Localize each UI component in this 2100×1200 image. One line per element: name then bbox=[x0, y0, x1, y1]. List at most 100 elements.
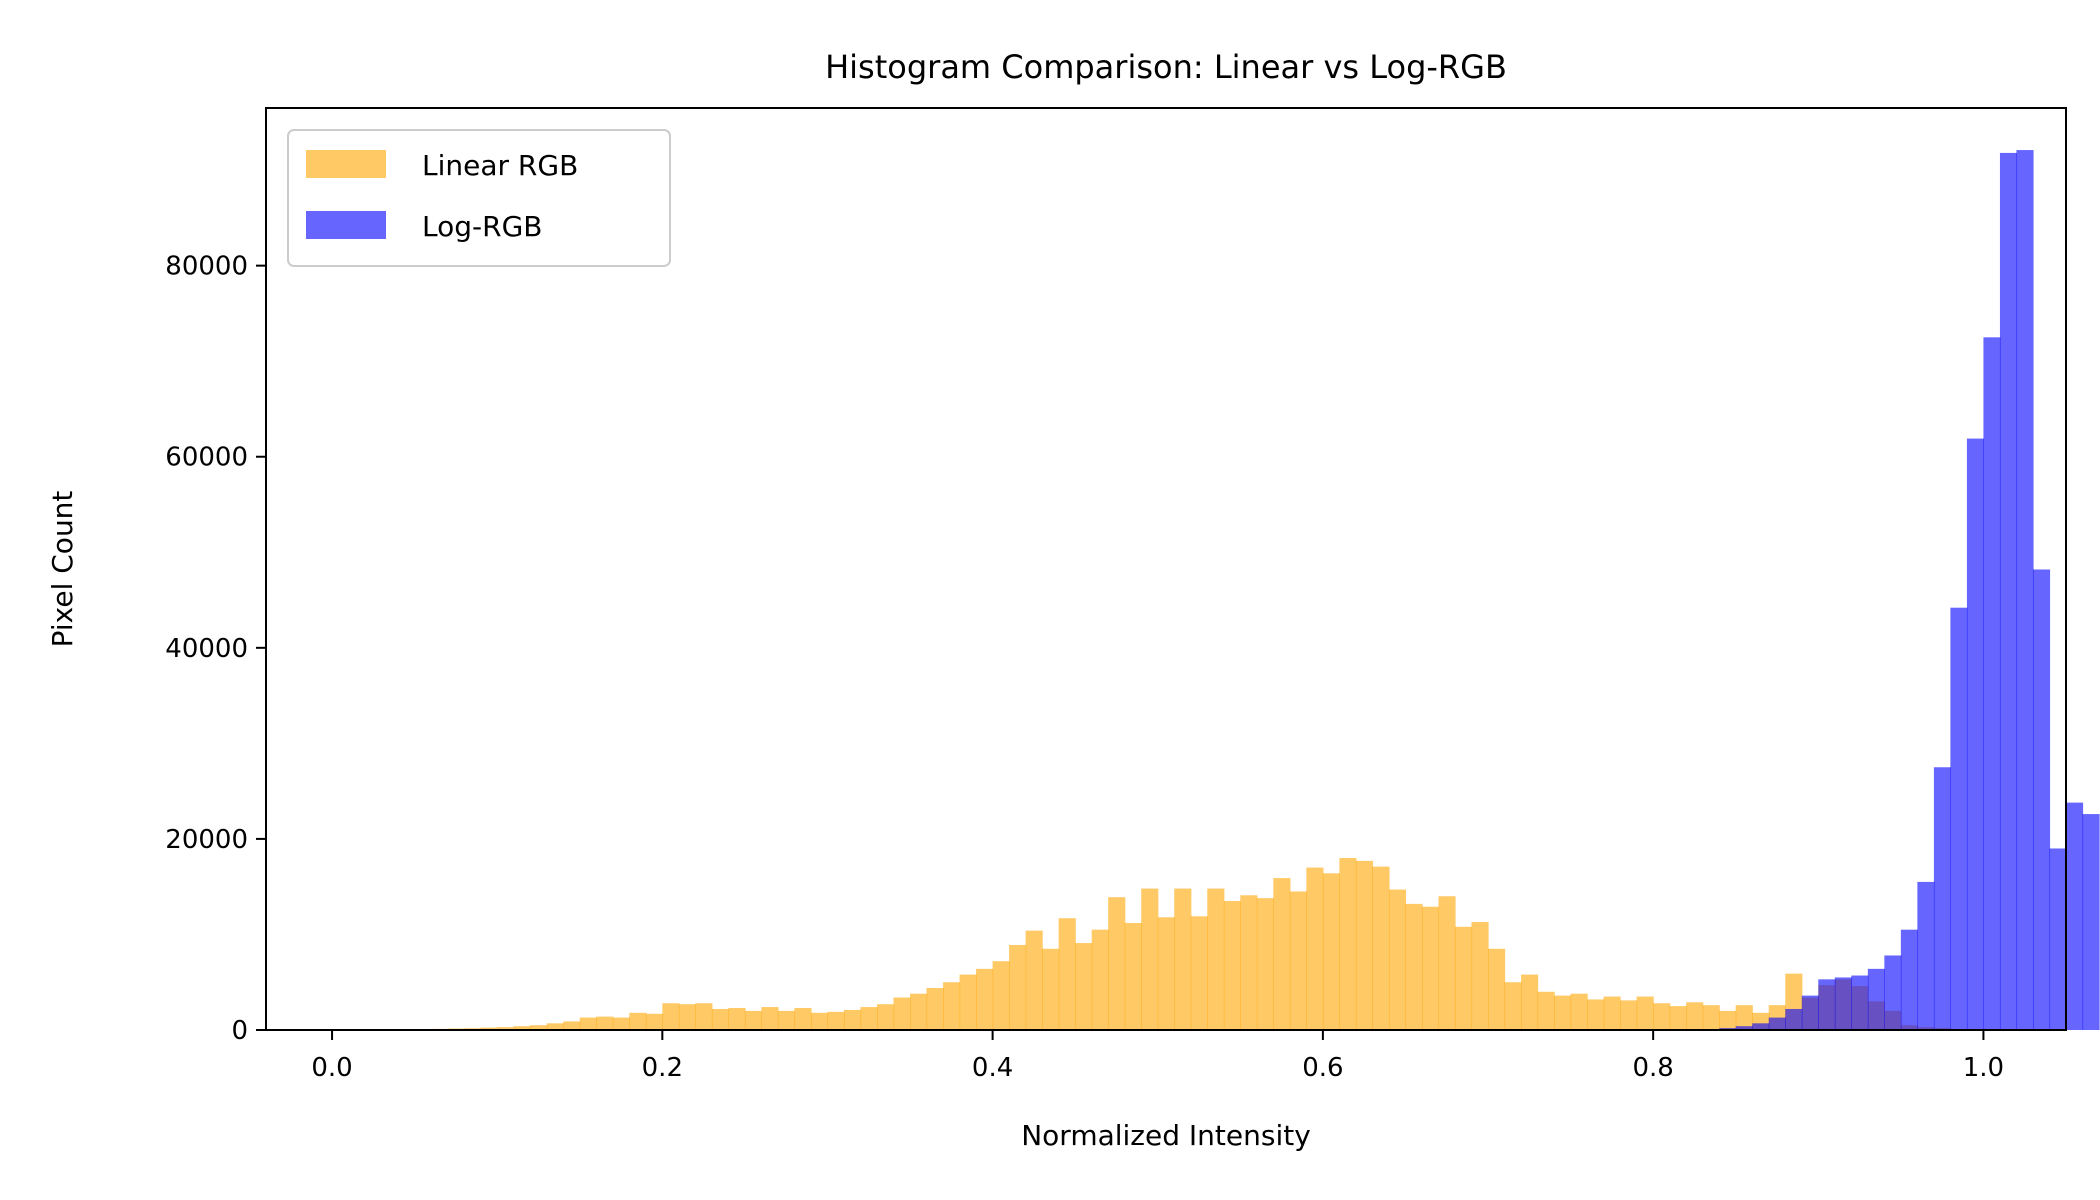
bar-linear-rgb bbox=[860, 1007, 878, 1030]
bar-linear-rgb bbox=[910, 993, 928, 1030]
bar-linear-rgb bbox=[1322, 873, 1340, 1030]
bar-log-rgb bbox=[2049, 848, 2067, 1030]
bar-linear-rgb bbox=[1141, 888, 1159, 1030]
x-tick-label: 0.0 bbox=[311, 1053, 352, 1083]
bar-linear-rgb bbox=[893, 997, 911, 1030]
bar-linear-rgb bbox=[1653, 1003, 1671, 1030]
bar-linear-rgb bbox=[761, 1007, 779, 1030]
bar-linear-rgb bbox=[1620, 1000, 1638, 1030]
bar-log-rgb bbox=[1752, 1023, 1770, 1030]
bar-log-rgb bbox=[1884, 955, 1902, 1030]
bar-linear-rgb bbox=[711, 1008, 729, 1030]
bar-log-rgb bbox=[1999, 152, 2018, 1030]
bar-linear-rgb bbox=[1570, 993, 1588, 1030]
legend-label-linear-rgb: Linear RGB bbox=[422, 149, 578, 182]
bar-log-rgb bbox=[2066, 802, 2084, 1030]
bar-linear-rgb bbox=[1339, 858, 1357, 1030]
bar-log-rgb bbox=[2082, 814, 2100, 1030]
bar-linear-rgb bbox=[1042, 948, 1060, 1030]
bar-linear-rgb bbox=[1669, 1006, 1687, 1030]
bar-log-rgb bbox=[1966, 438, 1985, 1031]
y-tick-label: 40000 bbox=[165, 634, 248, 664]
bar-linear-rgb bbox=[1256, 898, 1274, 1030]
y-tick-label: 80000 bbox=[165, 252, 248, 282]
x-tick-label: 0.8 bbox=[1632, 1053, 1673, 1083]
bar-linear-rgb bbox=[777, 1010, 796, 1030]
bar-linear-rgb bbox=[1719, 1010, 1737, 1030]
bar-linear-rgb bbox=[843, 1009, 862, 1030]
bar-linear-rgb bbox=[1091, 929, 1109, 1030]
bar-linear-rgb bbox=[513, 1026, 531, 1030]
bar-linear-rgb bbox=[563, 1021, 581, 1030]
bar-linear-rgb bbox=[810, 1012, 829, 1030]
series-log-rgb bbox=[1702, 150, 2100, 1031]
bar-linear-rgb bbox=[794, 1008, 812, 1030]
bar-linear-rgb bbox=[1174, 888, 1192, 1030]
bar-log-rgb bbox=[1735, 1026, 1753, 1030]
bar-linear-rgb bbox=[1025, 930, 1043, 1030]
y-axis-label: Pixel Count bbox=[46, 491, 79, 648]
bar-linear-rgb bbox=[1289, 891, 1307, 1030]
bar-linear-rgb bbox=[1223, 901, 1241, 1030]
bar-linear-rgb bbox=[728, 1008, 746, 1030]
x-tick-label: 0.6 bbox=[1302, 1053, 1343, 1083]
bar-linear-rgb bbox=[744, 1010, 763, 1030]
bar-log-rgb bbox=[1933, 767, 1951, 1030]
bar-linear-rgb bbox=[1388, 889, 1407, 1030]
bar-linear-rgb bbox=[1537, 991, 1555, 1030]
x-tick-label: 0.4 bbox=[972, 1053, 1013, 1083]
bar-linear-rgb bbox=[926, 987, 944, 1030]
bar-linear-rgb bbox=[1058, 918, 1076, 1030]
y-tick-label: 0 bbox=[231, 1016, 248, 1046]
bar-linear-rgb bbox=[629, 1012, 647, 1030]
bar-linear-rgb bbox=[1521, 974, 1539, 1030]
bar-log-rgb bbox=[1785, 1008, 1803, 1030]
bar-log-rgb bbox=[1900, 929, 1918, 1030]
legend-swatch-log-rgb bbox=[306, 211, 386, 239]
bar-log-rgb bbox=[1950, 607, 1968, 1030]
bar-linear-rgb bbox=[1190, 916, 1208, 1030]
bar-log-rgb bbox=[1867, 968, 1885, 1030]
bar-linear-rgb bbox=[1273, 878, 1291, 1030]
bar-log-rgb bbox=[1983, 337, 2001, 1030]
bar-linear-rgb bbox=[1372, 866, 1390, 1030]
bar-linear-rgb bbox=[530, 1025, 548, 1030]
bar-linear-rgb bbox=[1405, 903, 1423, 1030]
bar-linear-rgb bbox=[1421, 906, 1440, 1030]
bar-linear-rgb bbox=[1702, 1005, 1720, 1030]
bar-linear-rgb bbox=[1157, 917, 1175, 1030]
bar-linear-rgb bbox=[645, 1013, 663, 1030]
bar-linear-rgb bbox=[1207, 888, 1225, 1030]
bar-linear-rgb bbox=[877, 1004, 895, 1030]
bar-linear-rgb bbox=[1554, 995, 1572, 1030]
bar-log-rgb bbox=[1818, 979, 1836, 1030]
bar-linear-rgb bbox=[959, 974, 977, 1030]
series-linear-rgb bbox=[398, 858, 1968, 1030]
bar-log-rgb bbox=[2032, 569, 2051, 1030]
bar-linear-rgb bbox=[612, 1017, 630, 1030]
bar-linear-rgb bbox=[943, 982, 961, 1030]
x-axis-label: Normalized Intensity bbox=[1021, 1119, 1311, 1152]
bar-linear-rgb bbox=[497, 1027, 515, 1030]
bar-linear-rgb bbox=[1124, 922, 1142, 1030]
bar-linear-rgb bbox=[1306, 867, 1324, 1030]
bar-linear-rgb bbox=[1504, 982, 1522, 1030]
legend-swatch-linear-rgb bbox=[306, 150, 386, 178]
x-tick-label: 1.0 bbox=[1963, 1053, 2004, 1083]
bar-linear-rgb bbox=[992, 961, 1010, 1030]
bar-linear-rgb bbox=[1240, 895, 1258, 1030]
bar-log-rgb bbox=[1917, 881, 1935, 1030]
plot-frame bbox=[265, 107, 2067, 1031]
bar-linear-rgb bbox=[1636, 996, 1654, 1030]
y-axis: 0 20000 40000 60000 80000 bbox=[165, 252, 266, 1046]
y-tick-label: 20000 bbox=[165, 825, 248, 855]
bar-linear-rgb bbox=[1355, 860, 1374, 1030]
bar-linear-rgb bbox=[1735, 1005, 1753, 1030]
x-tick-label: 0.2 bbox=[642, 1053, 683, 1083]
bar-linear-rgb bbox=[480, 1027, 498, 1030]
bar-linear-rgb bbox=[1603, 996, 1621, 1030]
bar-linear-rgb bbox=[1438, 896, 1456, 1030]
legend: Linear RGB Log-RGB bbox=[287, 129, 671, 267]
bar-log-rgb bbox=[1801, 995, 1819, 1030]
